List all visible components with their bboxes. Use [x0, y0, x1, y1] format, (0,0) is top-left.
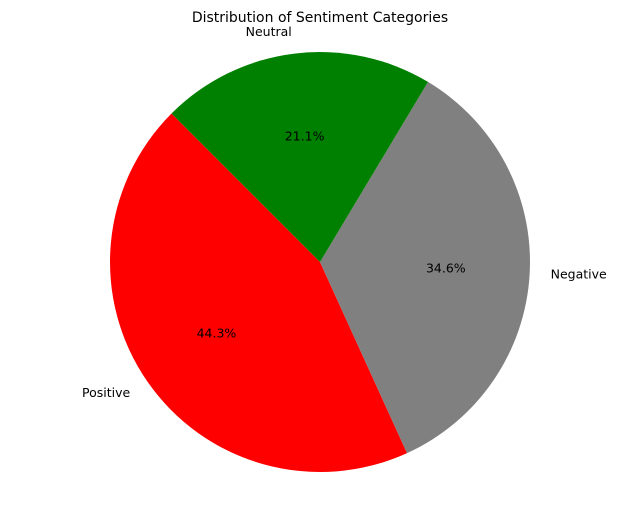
slice-label-negative: Negative: [551, 267, 607, 282]
pie-labels: Positive 44.3% Negative 34.6% Neutral 21.1%: [82, 24, 607, 400]
pie-slices: [110, 52, 530, 472]
slice-label-neutral: Neutral: [246, 24, 292, 39]
slice-pct-negative: 34.6%: [426, 261, 466, 276]
pie-slice-positive: [110, 113, 408, 472]
pie-slice-neutral: [171, 52, 429, 263]
chart-title: Distribution of Sentiment Categories: [192, 10, 448, 26]
slice-pct-positive: 44.3%: [197, 325, 237, 340]
pie-slice-negative: [320, 81, 530, 454]
slice-label-positive: Positive: [82, 385, 130, 400]
slice-pct-neutral: 21.1%: [285, 128, 325, 143]
